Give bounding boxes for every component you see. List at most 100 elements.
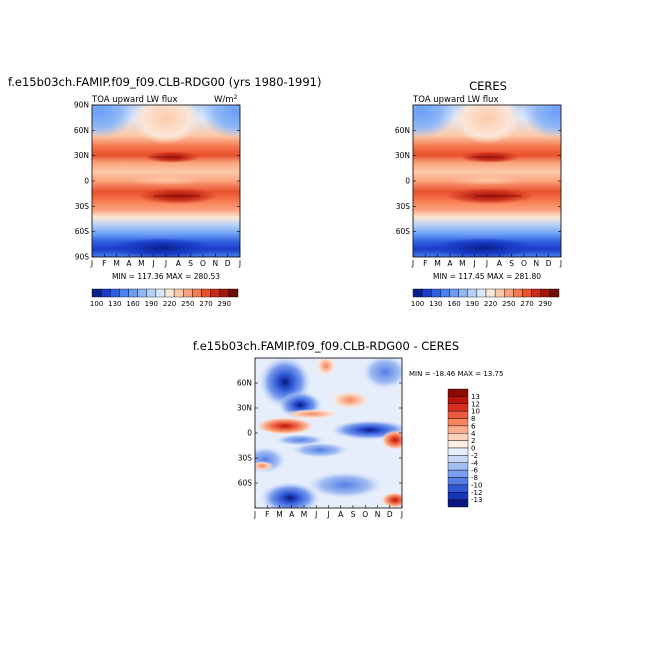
colorbar-label: 130 <box>429 300 442 308</box>
colorbar-label: 100 <box>411 300 424 308</box>
right-panel-field <box>413 105 561 257</box>
colorbar-label: 270 <box>520 300 533 308</box>
colorbar-box <box>447 484 469 493</box>
colorbar-box <box>549 288 560 298</box>
colorbar-label: -8 <box>471 474 478 482</box>
y-tick-label: 90S <box>75 253 90 262</box>
colorbar-label: 290 <box>218 300 231 308</box>
right-panel-variable-label: TOA upward LW flux <box>412 95 498 105</box>
colorbar-label: 12 <box>471 400 480 408</box>
y-tick-label: 30S <box>396 202 411 211</box>
x-tick-label: N <box>213 259 219 268</box>
x-tick-label: J <box>253 510 256 519</box>
y-tick-label: 0 <box>84 177 89 186</box>
y-tick-label: 30N <box>395 151 410 160</box>
colorbar-box <box>421 288 432 298</box>
colorbar-box <box>494 288 505 298</box>
colorbar-box <box>91 288 102 298</box>
y-tick-label: 60S <box>238 479 253 488</box>
colorbar-box <box>447 433 469 441</box>
y-tick-label: 60N <box>74 126 89 135</box>
x-tick-label: F <box>423 259 427 268</box>
y-tick-label: 60N <box>395 126 410 135</box>
colorbar-label: -6 <box>471 467 479 475</box>
colorbar-box <box>540 288 551 298</box>
colorbar-box <box>228 288 239 298</box>
colorbar-box <box>447 440 469 449</box>
left-panel-stats: MIN = 117.36 MAX = 280.53 <box>112 272 220 281</box>
colorbar-box <box>219 288 230 298</box>
colorbar-box <box>110 288 120 298</box>
y-tick-label: 90N <box>74 101 89 110</box>
x-tick-label: S <box>351 510 356 519</box>
colorbar-box <box>164 288 175 298</box>
colorbar-box <box>210 288 220 298</box>
colorbar-box <box>447 469 469 478</box>
x-tick-label: F <box>102 259 106 268</box>
colorbar-label: 100 <box>90 300 103 308</box>
colorbar-label: -13 <box>471 496 482 504</box>
x-tick-label: J <box>485 259 488 268</box>
colorbar-label: -2 <box>471 452 478 460</box>
colorbar-box <box>119 288 129 298</box>
y-tick-label: 60S <box>75 227 90 236</box>
y-tick-label: 60S <box>396 227 411 236</box>
colorbar-label: 220 <box>484 300 497 308</box>
y-tick-label: 30S <box>75 202 90 211</box>
x-tick-label: J <box>90 259 93 268</box>
colorbar-label: 270 <box>199 300 212 308</box>
colorbar-label: 4 <box>471 430 476 438</box>
colorbar-label: 2 <box>471 437 475 445</box>
colorbar-label: 250 <box>502 300 515 308</box>
colorbar-label: 6 <box>471 422 476 430</box>
colorbar-box <box>513 288 523 298</box>
y-tick-label: 30S <box>238 454 253 463</box>
x-tick-label: A <box>338 510 344 519</box>
colorbar-label: 290 <box>539 300 552 308</box>
x-tick-label: M <box>276 510 282 519</box>
colorbar-label: 10 <box>471 408 480 416</box>
colorbar-box <box>412 288 423 298</box>
x-tick-label: O <box>521 259 527 268</box>
x-tick-label: S <box>188 259 193 268</box>
colorbar-box <box>146 288 157 298</box>
colorbar-box <box>522 288 532 298</box>
colorbar-label: 13 <box>471 393 480 401</box>
x-tick-label: D <box>225 259 231 268</box>
left-colorbar: 100 130 160 190 220 250 270 290 <box>90 288 239 308</box>
x-tick-label: J <box>473 259 476 268</box>
colorbar-box <box>128 288 138 298</box>
diff-panel-field <box>255 358 402 508</box>
x-tick-label: J <box>164 259 167 268</box>
colorbar-box <box>447 403 469 412</box>
colorbar-label: 160 <box>126 300 139 308</box>
left-panel-field <box>92 105 240 257</box>
x-tick-label: O <box>200 259 206 268</box>
x-tick-label: A <box>126 259 132 268</box>
colorbar-box <box>447 477 469 486</box>
left-panel-units: W/m2 <box>214 94 238 105</box>
colorbar-box <box>447 462 469 471</box>
right-colorbar: 100 130 160 190 220 250 270 290 <box>411 288 560 308</box>
colorbar-box <box>173 288 184 298</box>
colorbar-box <box>431 288 441 298</box>
colorbar-label: -10 <box>471 481 482 489</box>
colorbar-label: 8 <box>471 415 475 423</box>
colorbar-label: 250 <box>181 300 194 308</box>
colorbar-label: -4 <box>471 459 479 467</box>
x-tick-label: A <box>289 510 295 519</box>
x-tick-label: J <box>326 510 329 519</box>
colorbar-box <box>447 455 469 463</box>
x-tick-label: J <box>238 259 241 268</box>
colorbar-box <box>447 499 469 508</box>
left-panel-title: f.e15b03ch.FAMIP.f09_f09.CLB-RDG00 (yrs … <box>8 75 321 89</box>
colorbar-label: 0 <box>471 445 475 453</box>
y-tick-label: 0 <box>247 429 252 438</box>
x-tick-label: J <box>314 510 317 519</box>
right-panel-stats: MIN = 117.45 MAX = 281.80 <box>433 272 541 281</box>
colorbar-box <box>192 288 202 298</box>
colorbar-box <box>531 288 541 298</box>
